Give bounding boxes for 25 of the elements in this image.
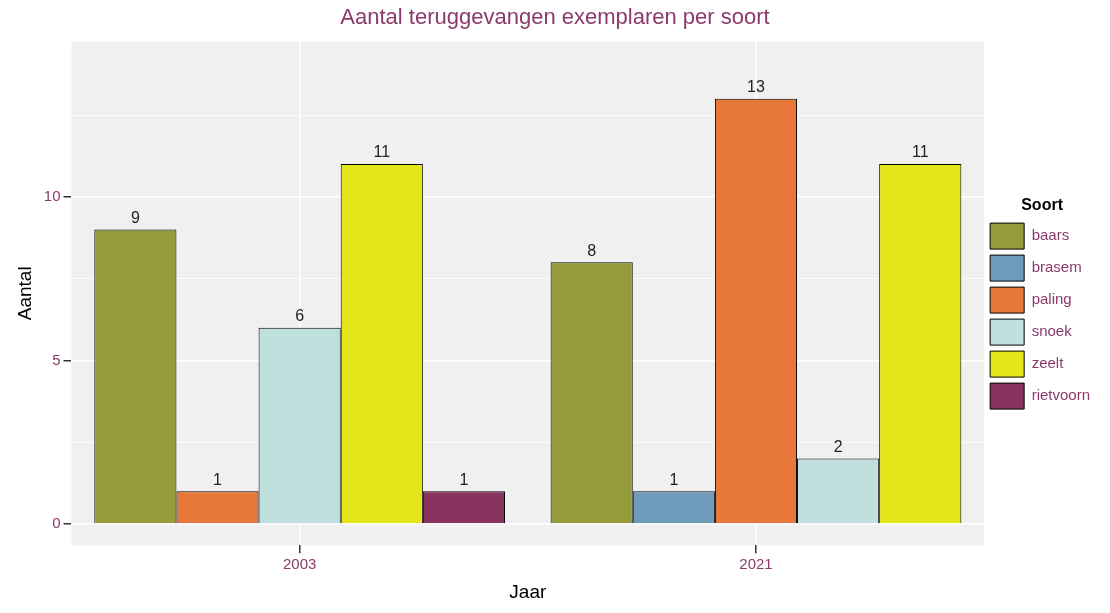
x-tick-label: 2021 bbox=[739, 555, 773, 573]
legend-label: paling bbox=[1031, 290, 1072, 308]
data-label: 13 bbox=[747, 78, 765, 96]
legend-label: brasem bbox=[1031, 258, 1082, 276]
legend-label: rietvoorn bbox=[1031, 386, 1090, 404]
y-axis-title: Aantal bbox=[13, 266, 35, 321]
data-label: 8 bbox=[587, 241, 597, 259]
data-label: 11 bbox=[373, 143, 391, 161]
x-axis-title: Jaar bbox=[509, 580, 547, 602]
x-tick-label: 2003 bbox=[282, 555, 317, 573]
chart-title: Aantal teruggevangen exemplaren per soort bbox=[340, 4, 770, 30]
legend-label: baars bbox=[1031, 226, 1070, 244]
data-label: 1 bbox=[459, 470, 469, 488]
data-label: 6 bbox=[295, 307, 305, 325]
legend-title: Soort bbox=[1021, 196, 1064, 214]
y-tick-label: 5 bbox=[52, 350, 61, 368]
data-label: 2 bbox=[833, 437, 843, 455]
data-label: 1 bbox=[213, 470, 223, 488]
y-tick-label: 10 bbox=[43, 186, 61, 204]
data-label: 11 bbox=[911, 143, 929, 161]
data-label: 1 bbox=[669, 470, 679, 488]
data-label: 9 bbox=[130, 208, 140, 226]
y-tick-label: 0 bbox=[52, 514, 61, 532]
legend-label: zeelt bbox=[1031, 354, 1065, 372]
legend-label: snoek bbox=[1031, 322, 1073, 340]
